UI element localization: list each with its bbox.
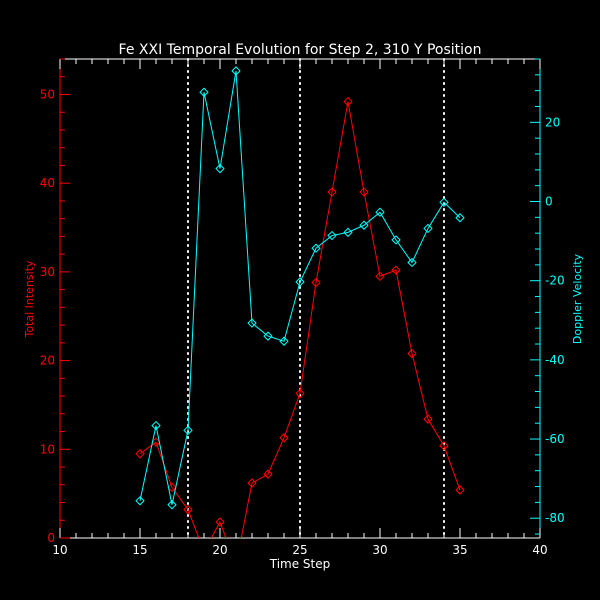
- data-point-0: [200, 547, 208, 555]
- y-left-tick-label: 20: [40, 354, 55, 368]
- data-point-1: [407, 257, 417, 268]
- series-right: [135, 66, 465, 510]
- data-point-1: [199, 87, 209, 97]
- data-point-0: [232, 561, 240, 569]
- reference-lines: [187, 58, 445, 539]
- data-point-0: [455, 485, 465, 495]
- y-axis-label-right: Doppler Velocity: [571, 253, 584, 344]
- x-tick-label: 25: [292, 543, 307, 557]
- data-point-1: [263, 331, 273, 341]
- data-point-1: [423, 223, 433, 234]
- data-point-0: [439, 441, 449, 451]
- data-point-0: [359, 187, 369, 197]
- data-point-1: [391, 235, 401, 245]
- data-point-1: [215, 163, 225, 174]
- x-tick-label: 20: [212, 543, 227, 557]
- y-left-tick-label: 30: [40, 265, 55, 279]
- data-point-0: [263, 469, 273, 479]
- data-point-0: [327, 187, 337, 197]
- series-line-0: [139, 101, 461, 538]
- data-point-1: [295, 277, 305, 287]
- data-point-0: [167, 482, 177, 493]
- data-point-1: [311, 243, 321, 253]
- y-right-tick-label: -20: [545, 274, 565, 288]
- data-point-1: [359, 220, 369, 230]
- chart-title: Fe XXI Temporal Evolution for Step 2, 31…: [119, 42, 482, 58]
- data-point-0: [423, 414, 433, 424]
- data-point-0: [183, 504, 193, 515]
- series-group: [135, 66, 465, 569]
- y-right-tick-label: 0: [545, 195, 553, 209]
- data-point-0: [407, 348, 417, 359]
- data-point-1: [151, 420, 161, 431]
- data-point-0: [295, 388, 305, 399]
- y-right-tick-label: -40: [545, 353, 565, 367]
- y-right-tick-label: -80: [545, 511, 565, 525]
- data-point-1: [327, 230, 337, 241]
- x-tick-label: 10: [52, 543, 67, 557]
- x-tick-label: 35: [452, 543, 467, 557]
- series-line-1: [139, 70, 461, 505]
- y-ticks-left: 0 10 20 30 40 50: [40, 58, 70, 545]
- data-point-0: [391, 265, 401, 275]
- x-tick-label: 40: [532, 543, 547, 557]
- data-point-0: [375, 271, 385, 282]
- data-point-0: [215, 517, 225, 527]
- data-point-1: [343, 227, 353, 238]
- data-point-0: [343, 96, 353, 107]
- y-left-tick-label: 0: [47, 531, 55, 545]
- series-left: [135, 96, 465, 569]
- data-point-1: [455, 213, 465, 223]
- y-axis-label-left: Total Intensity: [23, 260, 36, 339]
- y-left-tick-label: 10: [40, 442, 55, 456]
- data-point-1: [183, 425, 193, 436]
- y-left-tick-label: 40: [40, 176, 55, 190]
- data-point-1: [375, 207, 385, 217]
- x-axis-label: Time Step: [269, 557, 331, 571]
- y-ticks-right: -80 -60 -40 -20 0 20: [530, 58, 565, 535]
- data-point-1: [247, 318, 257, 328]
- data-point-1: [135, 496, 145, 506]
- data-point-0: [135, 449, 145, 459]
- data-point-0: [279, 433, 289, 443]
- x-tick-label: 15: [132, 543, 147, 557]
- data-point-1: [167, 500, 177, 510]
- y-right-tick-label: 20: [545, 115, 560, 129]
- data-point-0: [247, 478, 257, 488]
- data-point-1: [439, 197, 449, 208]
- y-left-tick-label: 50: [40, 87, 55, 101]
- y-right-tick-label: -60: [545, 432, 565, 446]
- x-ticks: 10 15 20 25 30 35 40: [52, 59, 548, 557]
- data-point-1: [279, 336, 289, 346]
- data-point-1: [231, 66, 241, 76]
- x-tick-label: 30: [372, 543, 387, 557]
- data-point-0: [311, 277, 321, 288]
